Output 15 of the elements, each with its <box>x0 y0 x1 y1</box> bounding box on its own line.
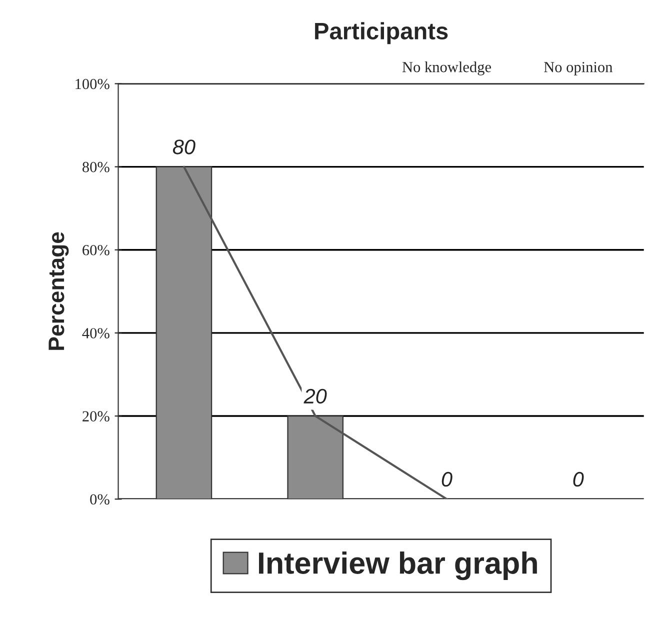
y-tick-label: 20% <box>82 411 110 422</box>
legend-label: Interview bar graph <box>258 552 537 580</box>
y-tick-label: 100% <box>76 78 110 90</box>
data-label: 0 <box>442 472 452 487</box>
x-tick-label: No opinion <box>544 62 613 76</box>
x-tick-label: No knowledge <box>402 61 491 76</box>
y-tick-label: 0% <box>90 494 110 505</box>
chart-title: Participants <box>315 22 448 44</box>
data-label: 80 <box>172 140 196 154</box>
y-tick-label: 40% <box>82 328 110 338</box>
y-tick-label: 60% <box>82 245 110 256</box>
y-axis-title: Percentage <box>48 232 69 350</box>
data-label: 20 <box>304 388 327 404</box>
data-label: 0 <box>573 472 584 487</box>
y-tick-label: 80% <box>82 162 110 172</box>
